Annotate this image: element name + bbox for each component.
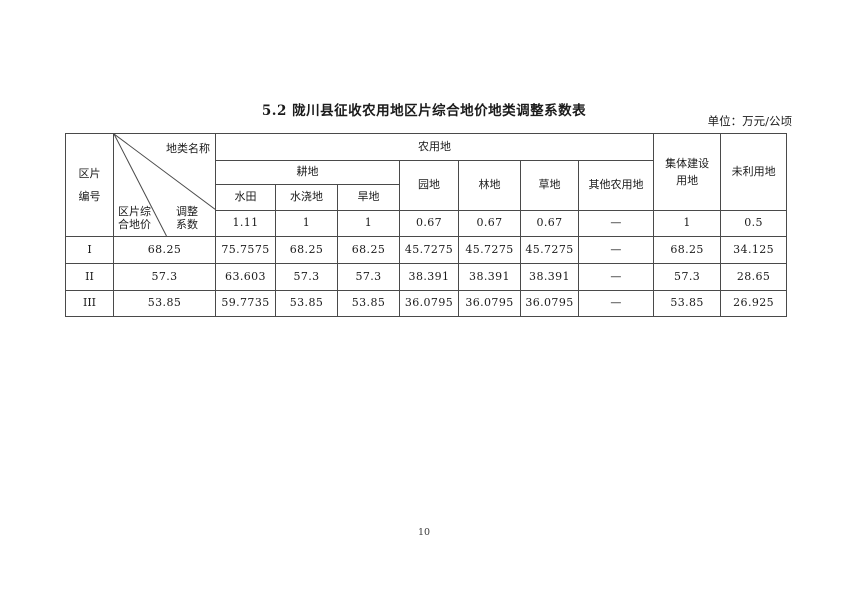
value-cell: 36.0795 (458, 290, 521, 317)
diagonal-label-zone-comprehensive-price: 区片综合地价 (118, 205, 151, 231)
header-agricultural-land: 农用地 (214, 133, 655, 161)
data-row-zone-1: I 68.25 75.7575 68.25 68.25 45.7275 45.7… (65, 236, 788, 264)
value-cell: 53.85 (337, 290, 400, 317)
value-cell: 36.0795 (399, 290, 459, 317)
value-cell: 45.7275 (399, 236, 459, 264)
diagonal-lines (114, 134, 215, 236)
value-cell: 63.603 (215, 263, 276, 291)
coefficient-cell: 1 (337, 210, 400, 237)
header-row-2: 耕地 园地 林地 草地 其他农用地 (66, 160, 787, 211)
table-title: 5.2 陇川县征收农用地区片综合地价地类调整系数表 (261, 103, 587, 119)
header-paddy-field: 水田 (215, 184, 276, 211)
value-cell: 75.7575 (215, 236, 276, 264)
value-cell: 68.25 (653, 236, 722, 264)
header-other-agricultural-land: 其他农用地 (577, 160, 655, 211)
data-row-zone-3: III 53.85 59.7735 53.85 53.85 36.0795 36… (65, 290, 788, 317)
value-cell: 36.0795 (520, 290, 579, 317)
value-cell: 59.7735 (215, 290, 276, 317)
diagonal-header-cell: 地类名称 区片综合地价 调整系数 (113, 133, 216, 237)
header-grassland: 草地 (520, 160, 579, 211)
land-price-adjustment-table: 区片编号 地类名称 区片综合地价 调整系数 农用地 集体建设用地 未利用地 耕地… (65, 133, 788, 317)
value-cell: 38.391 (458, 263, 521, 291)
value-cell: 26.925 (720, 290, 788, 317)
header-row-3: 水田 水浇地 旱地 (66, 184, 787, 211)
value-cell: 68.25 (275, 236, 338, 264)
page-number: 10 (417, 527, 431, 538)
coefficient-cell: 0.5 (720, 210, 788, 237)
header-zone-number-label: 区片编号 (78, 167, 101, 203)
value-cell: 57.3 (653, 263, 722, 291)
coefficient-cell: 0.67 (520, 210, 579, 237)
value-cell: 34.125 (720, 236, 788, 264)
value-cell: 45.7275 (520, 236, 579, 264)
value-cell: 45.7275 (458, 236, 521, 264)
header-zone-number: 区片编号 (65, 133, 114, 237)
diagonal-label-adjustment-coefficient: 调整系数 (176, 205, 198, 231)
diagonal-label-land-type-name: 地类名称 (166, 142, 210, 155)
zone-price-cell: 53.85 (113, 290, 216, 317)
zone-number-cell: III (65, 290, 114, 317)
value-cell: 38.391 (520, 263, 579, 291)
coefficient-cell: 0.67 (458, 210, 521, 237)
value-cell: 28.65 (720, 263, 788, 291)
header-garden-land: 园地 (399, 160, 459, 211)
header-collective-construction-land: 集体建设用地 (653, 133, 722, 211)
zone-number-cell: I (65, 236, 114, 264)
value-cell: — (577, 236, 655, 264)
coefficient-cell: 0.67 (399, 210, 459, 237)
coefficient-cell: 1 (275, 210, 338, 237)
value-cell: — (577, 290, 655, 317)
value-cell: 57.3 (275, 263, 338, 291)
zone-price-cell: 68.25 (113, 236, 216, 264)
header-cultivated-land: 耕地 (215, 160, 400, 185)
header-unused-land: 未利用地 (720, 133, 788, 211)
header-dry-land: 旱地 (337, 184, 400, 211)
value-cell: 68.25 (337, 236, 400, 264)
zone-price-cell: 57.3 (113, 263, 216, 291)
coefficient-cell: — (577, 210, 655, 237)
value-cell: 53.85 (653, 290, 722, 317)
header-irrigated-land: 水浇地 (275, 184, 338, 211)
value-cell: 53.85 (275, 290, 338, 317)
coefficient-cell: 1.11 (215, 210, 276, 237)
header-row-1: 区片编号 地类名称 区片综合地价 调整系数 农用地 集体建设用地 未利用地 (65, 133, 788, 237)
header-collective-construction-land-label: 集体建设用地 (665, 157, 710, 187)
coefficient-cell: 1 (653, 210, 722, 237)
header-forest-land: 林地 (458, 160, 521, 211)
value-cell: 38.391 (399, 263, 459, 291)
value-cell: 57.3 (337, 263, 400, 291)
value-cell: — (577, 263, 655, 291)
zone-number-cell: II (65, 263, 114, 291)
data-row-zone-2: II 57.3 63.603 57.3 57.3 38.391 38.391 3… (65, 263, 788, 291)
unit-label: 单位：万元/公顷 (707, 114, 792, 128)
